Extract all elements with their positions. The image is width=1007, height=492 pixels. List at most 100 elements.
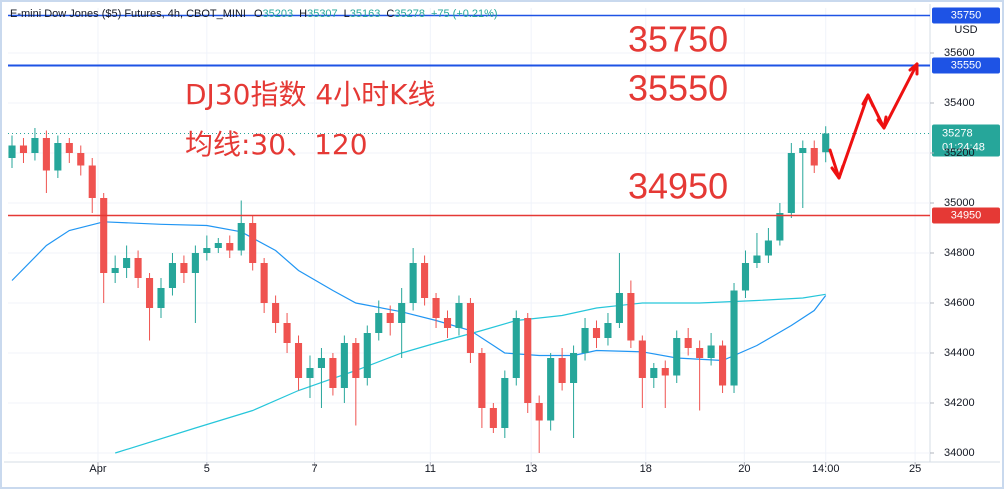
candle-body bbox=[352, 343, 360, 378]
candle-body bbox=[707, 345, 715, 358]
candle-body bbox=[180, 263, 188, 273]
candle-body bbox=[249, 223, 257, 263]
candle-body bbox=[54, 143, 62, 171]
moving-average bbox=[11, 221, 827, 362]
candle-body bbox=[409, 263, 417, 303]
y-tick-label: 35200 bbox=[944, 147, 975, 159]
candle-body bbox=[168, 263, 177, 288]
currency: USD bbox=[954, 24, 977, 36]
candle-body bbox=[272, 303, 280, 323]
candle-body bbox=[421, 263, 429, 298]
x-tick-label: 7 bbox=[312, 463, 318, 475]
candle-body bbox=[592, 328, 601, 338]
candle-body bbox=[329, 358, 337, 388]
candle-body bbox=[31, 138, 39, 153]
grid bbox=[8, 8, 930, 462]
level-label: 35550 bbox=[951, 59, 982, 71]
candle-body bbox=[386, 313, 394, 323]
candle-body bbox=[604, 323, 612, 338]
candle-body bbox=[157, 288, 165, 308]
y-tick-label: 35600 bbox=[944, 47, 975, 59]
candle-body bbox=[581, 328, 589, 353]
note: 均线:30、120 bbox=[185, 128, 368, 161]
arrow-head bbox=[830, 164, 845, 180]
candle-body bbox=[764, 240, 772, 256]
candle-body bbox=[730, 290, 738, 386]
y-tick-label: 34800 bbox=[944, 247, 975, 259]
candle-body bbox=[42, 138, 50, 171]
candle-body bbox=[466, 303, 474, 353]
candle-body bbox=[123, 258, 131, 268]
ohlc-label: L bbox=[344, 8, 350, 20]
candle-body bbox=[260, 263, 268, 303]
arrow-head bbox=[861, 93, 875, 108]
candle-body bbox=[145, 278, 154, 308]
moving-average bbox=[115, 293, 826, 454]
candle-body bbox=[524, 318, 532, 403]
x-tick-label: Apr bbox=[89, 463, 106, 475]
last-price-label: 35278 bbox=[942, 127, 973, 139]
candle-body bbox=[237, 223, 245, 251]
moving-averages bbox=[11, 221, 827, 454]
y-tick-label: 34400 bbox=[944, 347, 975, 359]
candle-body bbox=[661, 368, 669, 376]
candle-body bbox=[558, 358, 566, 383]
candle-body bbox=[8, 145, 16, 158]
candle-body bbox=[88, 165, 96, 198]
ohlc-value: 35307 bbox=[307, 8, 338, 20]
candle-body bbox=[696, 348, 704, 358]
candle-body bbox=[317, 358, 325, 368]
ohlc: O35203 H35307 L35163 C35278 +75 (+0.21%) bbox=[254, 8, 498, 20]
candle-body bbox=[478, 353, 486, 408]
x-tick-label: 11 bbox=[425, 463, 436, 475]
candle-body bbox=[719, 345, 727, 386]
candle-body bbox=[134, 258, 142, 278]
candle-body bbox=[512, 318, 520, 378]
x-tick-label: 13 bbox=[525, 463, 537, 475]
last-price-box bbox=[932, 124, 1000, 157]
y-tick-label: 34000 bbox=[944, 447, 975, 459]
candle-body bbox=[191, 253, 199, 273]
level-box bbox=[932, 207, 1000, 224]
candle-body bbox=[340, 343, 348, 388]
x-tick-label: 20 bbox=[738, 463, 750, 475]
x-tick-label: 5 bbox=[204, 463, 210, 475]
candle-body bbox=[226, 243, 234, 251]
level-box bbox=[932, 7, 1000, 24]
candle-body bbox=[776, 213, 784, 241]
candle-body bbox=[627, 293, 635, 341]
candle-body bbox=[443, 318, 452, 328]
ohlc-value: 35203 bbox=[263, 8, 294, 20]
candle-body bbox=[650, 368, 658, 378]
candle-body bbox=[570, 353, 578, 383]
candle-body bbox=[489, 408, 497, 428]
candle-body bbox=[111, 268, 119, 273]
candle-body bbox=[638, 340, 646, 378]
countdown: 01:24:48 bbox=[942, 141, 985, 153]
candle-body bbox=[100, 198, 108, 273]
candle-body bbox=[799, 148, 807, 153]
candle-body bbox=[306, 368, 314, 378]
candle-body bbox=[741, 263, 750, 291]
ohlc-label: C bbox=[386, 8, 394, 20]
candle-body bbox=[294, 343, 303, 378]
annotation: 35750 bbox=[628, 19, 728, 60]
header: E-mini Dow Jones ($5) Futures, 4h, CBOT_… bbox=[10, 8, 498, 20]
level-label: 34950 bbox=[951, 209, 982, 221]
level-box bbox=[932, 57, 1000, 74]
x-tick-label: 14:00 bbox=[812, 463, 840, 475]
arrow-head bbox=[876, 115, 888, 130]
candle-body bbox=[19, 145, 28, 153]
candle-body bbox=[65, 143, 73, 153]
candle-body bbox=[535, 403, 543, 421]
candle-body bbox=[787, 153, 795, 213]
ohlc-label: O bbox=[254, 8, 263, 20]
ohlc-value: 35278 bbox=[394, 8, 425, 20]
note: DJ30指数 4小时K线 bbox=[185, 78, 436, 111]
candle-body bbox=[615, 293, 623, 323]
candle-body bbox=[455, 303, 463, 328]
annotation: 34950 bbox=[628, 166, 728, 207]
candle-body bbox=[810, 148, 818, 166]
